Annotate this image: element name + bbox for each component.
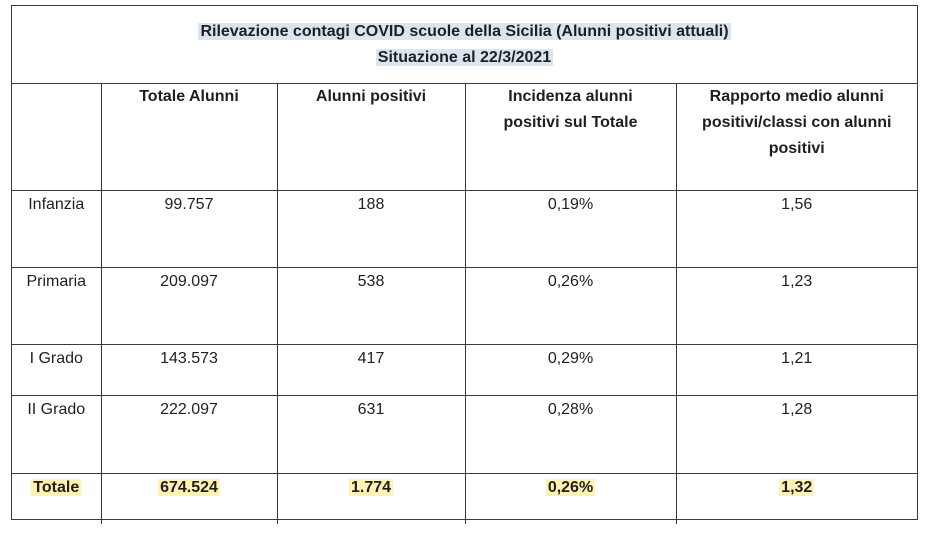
table-row: Primaria 209.097 538 0,26% 1,23 <box>12 266 917 345</box>
total-incidenza-cell: 0,26% <box>464 472 677 524</box>
cell-alunni-positivi: 538 <box>276 266 466 345</box>
cell-rapporto: 1,23 <box>675 266 917 345</box>
cell-rapporto: 1,21 <box>675 343 917 396</box>
row-label: Infanzia <box>12 189 102 268</box>
cell-totale-alunni: 222.097 <box>100 394 278 474</box>
total-totale-alunni-cell: 674.524 <box>100 472 278 524</box>
header-row: Totale Alunni Alunni positivi Incidenza … <box>12 84 917 191</box>
total-alunni-positivi: 1.774 <box>348 478 394 496</box>
cell-incidenza: 0,26% <box>464 266 677 345</box>
cell-rapporto: 1,28 <box>675 394 917 474</box>
row-label: Primaria <box>12 266 102 345</box>
row-label: I Grado <box>12 343 102 396</box>
total-totale-alunni: 674.524 <box>158 478 220 496</box>
total-alunni-positivi-cell: 1.774 <box>276 472 466 524</box>
covid-school-table: Rilevazione contagi COVID scuole della S… <box>11 5 918 524</box>
cell-incidenza: 0,29% <box>464 343 677 396</box>
total-rapporto-cell: 1,32 <box>675 472 917 524</box>
cell-totale-alunni: 209.097 <box>100 266 278 345</box>
header-incidenza: Incidenza alunni positivi sul Totale <box>464 84 677 191</box>
header-rapporto: Rapporto medio alunni positivi/classi co… <box>675 84 917 191</box>
cell-totale-alunni: 99.757 <box>100 189 278 268</box>
cell-alunni-positivi: 417 <box>276 343 466 396</box>
header-alunni-positivi: Alunni positivi <box>276 84 466 191</box>
header-empty <box>12 84 102 191</box>
cell-alunni-positivi: 631 <box>276 394 466 474</box>
row-label: II Grado <box>12 394 102 474</box>
total-incidenza: 0,26% <box>545 478 596 496</box>
table-row: I Grado 143.573 417 0,29% 1,21 <box>12 343 917 396</box>
title-line-2: Situazione al 22/3/2021 <box>375 49 554 66</box>
table-row: II Grado 222.097 631 0,28% 1,28 <box>12 394 917 474</box>
cell-incidenza: 0,19% <box>464 189 677 268</box>
cell-incidenza: 0,28% <box>464 394 677 474</box>
total-rapporto: 1,32 <box>779 478 815 496</box>
cell-rapporto: 1,56 <box>675 189 917 268</box>
table-title: Rilevazione contagi COVID scuole della S… <box>12 6 917 84</box>
cell-alunni-positivi: 188 <box>276 189 466 268</box>
data-table: Totale Alunni Alunni positivi Incidenza … <box>12 84 917 524</box>
table-row: Infanzia 99.757 188 0,19% 1,56 <box>12 189 917 268</box>
header-totale-alunni: Totale Alunni <box>100 84 278 191</box>
total-label: Totale <box>31 478 82 496</box>
title-line-1: Rilevazione contagi COVID scuole della S… <box>198 23 731 40</box>
cell-totale-alunni: 143.573 <box>100 343 278 396</box>
total-row: Totale 674.524 1.774 0,26% 1,32 <box>12 472 917 524</box>
total-label-cell: Totale <box>12 472 102 524</box>
